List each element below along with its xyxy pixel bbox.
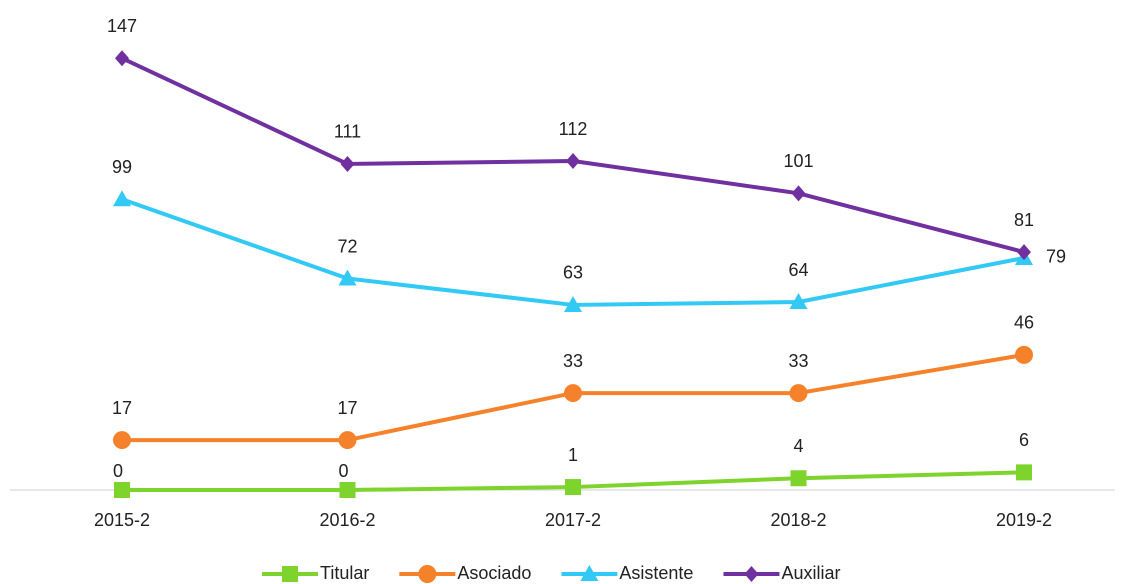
x-tick-label: 2016-2 (319, 510, 375, 530)
data-label: 6 (1019, 430, 1029, 450)
x-tick-label: 2017-2 (545, 510, 601, 530)
marker (114, 482, 130, 498)
marker (564, 384, 582, 403)
data-label: 64 (788, 260, 808, 280)
data-label: 63 (563, 263, 583, 283)
legend-label: Auxiliar (781, 563, 840, 583)
marker (566, 153, 580, 169)
data-label: 81 (1014, 210, 1034, 230)
data-label: 72 (337, 236, 357, 256)
marker (564, 295, 582, 312)
marker (580, 565, 599, 581)
data-label: 33 (788, 351, 808, 371)
data-label: 17 (112, 398, 132, 418)
data-label: 112 (559, 119, 588, 139)
data-label: 0 (113, 461, 123, 481)
data-label: 0 (338, 461, 348, 481)
marker (338, 269, 357, 286)
marker (565, 479, 581, 496)
marker (744, 566, 759, 582)
x-tick-label: 2019-2 (996, 510, 1052, 530)
marker (113, 431, 131, 450)
marker (115, 50, 129, 67)
legend-label: Asistente (619, 563, 693, 583)
marker (1017, 244, 1031, 261)
data-label: 101 (783, 151, 813, 171)
marker (791, 185, 806, 202)
marker (338, 431, 357, 450)
data-label: 17 (337, 398, 357, 418)
legend-label: Asociado (457, 563, 531, 583)
data-label: 4 (793, 436, 803, 456)
marker (113, 190, 131, 207)
marker (789, 384, 808, 403)
marker (789, 293, 808, 309)
legend-label: Titular (320, 563, 369, 583)
data-label: 46 (1014, 313, 1034, 333)
marker (790, 470, 807, 487)
data-label: 111 (334, 122, 361, 142)
data-label: 79 (1046, 247, 1066, 267)
marker (1015, 345, 1033, 364)
x-tick-label: 2015-2 (94, 510, 150, 530)
data-label: 99 (112, 157, 132, 177)
data-label: 1 (568, 445, 578, 465)
x-tick-label: 2018-2 (770, 510, 826, 530)
marker (340, 155, 355, 172)
marker (339, 482, 356, 498)
legend: Titular Asociado Asistente Auxiliar (262, 563, 840, 583)
marker (1016, 464, 1032, 481)
marker (282, 566, 298, 582)
marker (418, 565, 437, 583)
data-label: 33 (563, 351, 583, 371)
data-label: 147 (107, 16, 137, 36)
